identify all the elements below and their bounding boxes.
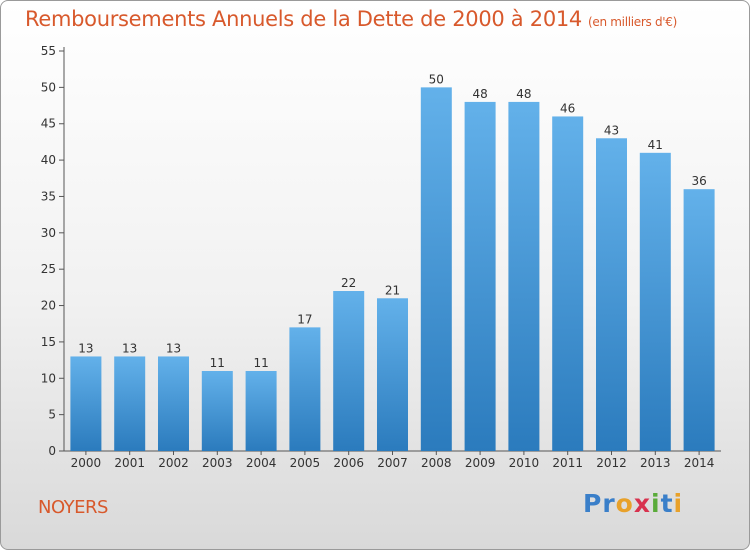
x-tick-label: 2007	[377, 456, 408, 470]
chart-title: Remboursements Annuels de la Dette de 20…	[25, 7, 678, 31]
y-tick-label: 50	[41, 80, 56, 94]
bar	[464, 101, 496, 451]
logo-letter: P	[583, 489, 603, 518]
x-tick-label: 2002	[158, 456, 189, 470]
proxiti-logo: Proxiti	[583, 489, 683, 518]
x-tick-label: 2004	[246, 456, 277, 470]
x-tick-label: 2009	[465, 456, 496, 470]
x-tick-label: 2008	[421, 456, 452, 470]
data-label: 13	[78, 341, 93, 355]
data-label: 46	[560, 101, 575, 115]
data-label: 17	[297, 312, 312, 326]
data-label: 50	[429, 72, 444, 86]
bar	[158, 356, 189, 451]
data-label: 22	[341, 276, 356, 290]
y-tick-label: 10	[41, 371, 56, 385]
y-tick-label: 15	[41, 335, 56, 349]
bar	[508, 101, 540, 451]
unit-label: (en milliers d'€)	[588, 15, 678, 29]
y-tick-label: 0	[48, 444, 56, 458]
bar	[596, 138, 627, 452]
bar	[289, 327, 321, 451]
data-label: 13	[122, 341, 137, 355]
data-label: 36	[691, 174, 706, 188]
bar	[114, 356, 146, 451]
logo-letter: i	[673, 489, 684, 518]
data-label: 43	[604, 123, 619, 137]
y-tick-label: 55	[41, 44, 56, 58]
y-tick-label: 20	[41, 299, 56, 313]
x-tick-label: 2003	[202, 456, 233, 470]
bar	[552, 116, 584, 452]
bar	[377, 298, 408, 451]
bar	[683, 189, 715, 451]
x-tick-label: 2014	[684, 456, 715, 470]
y-tick-label: 35	[41, 189, 56, 203]
data-label: 13	[166, 341, 181, 355]
x-tick-label: 2011	[552, 456, 583, 470]
y-tick-label: 30	[41, 226, 56, 240]
x-tick-label: 2001	[114, 456, 145, 470]
data-label: 48	[516, 87, 531, 101]
logo-letter: o	[615, 489, 634, 518]
y-tick-label: 5	[48, 408, 56, 422]
bar	[245, 371, 277, 451]
y-tick-label: 25	[41, 262, 56, 276]
bar	[201, 371, 233, 451]
logo-letter: x	[633, 489, 651, 518]
bar	[333, 291, 365, 451]
data-label: 11	[253, 356, 268, 370]
x-tick-label: 2012	[596, 456, 627, 470]
data-label: 48	[472, 87, 487, 101]
data-label: 11	[210, 356, 225, 370]
bar	[420, 87, 452, 451]
x-tick-label: 2006	[333, 456, 364, 470]
x-tick-label: 2000	[71, 456, 102, 470]
y-tick-label: 45	[41, 117, 56, 131]
data-label: 41	[648, 138, 663, 152]
x-tick-label: 2013	[640, 456, 671, 470]
commune-name: NOYERS	[38, 497, 108, 518]
bar	[70, 356, 102, 451]
data-label: 21	[385, 283, 400, 297]
x-tick-label: 2005	[290, 456, 321, 470]
logo-letter: i	[651, 489, 661, 518]
logo-letter: r	[602, 489, 616, 518]
y-tick-label: 40	[41, 153, 56, 167]
logo-letter: t	[660, 489, 674, 518]
bar	[639, 152, 671, 451]
x-tick-label: 2010	[509, 456, 540, 470]
